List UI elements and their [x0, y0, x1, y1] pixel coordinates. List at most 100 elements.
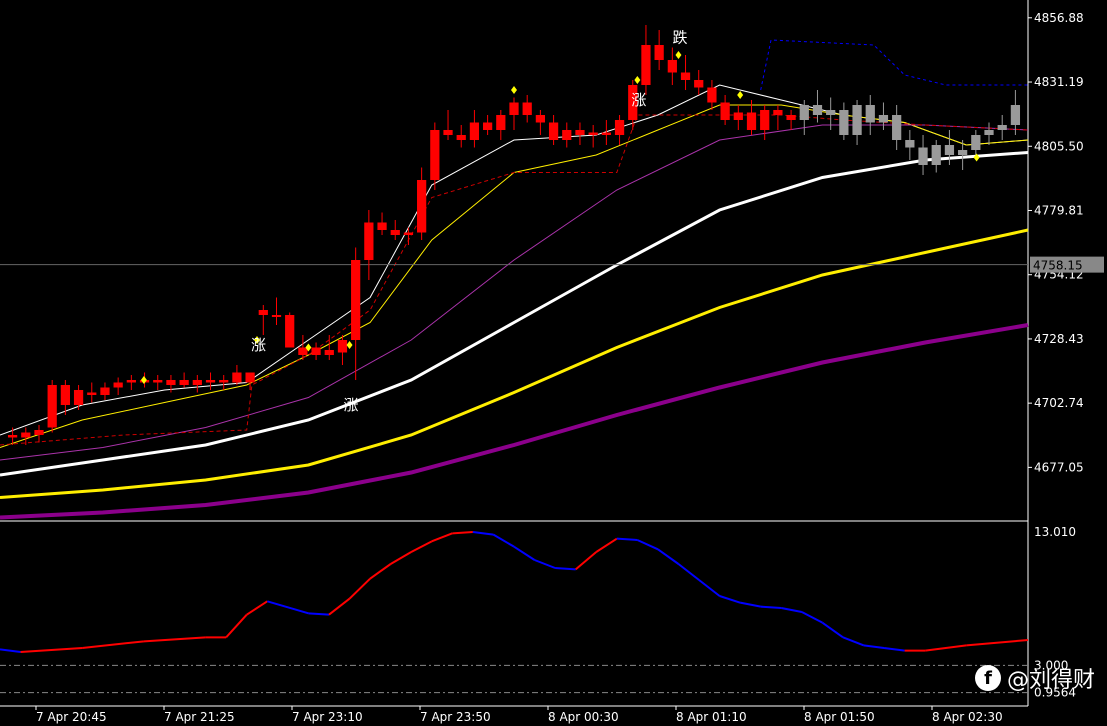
signal-marker: [675, 51, 682, 59]
indicator-line-segment: [0, 648, 21, 653]
candle-body: [324, 350, 334, 355]
candle-body: [153, 380, 163, 383]
candle-body: [614, 120, 625, 135]
indicator-y-tick-label: 13.010: [1034, 525, 1076, 539]
candle-body: [417, 180, 427, 233]
series-line-0: [0, 151, 1029, 477]
indicator-line-segment: [575, 551, 597, 571]
indicator-line-segment: [883, 647, 905, 652]
candle-body: [707, 87, 717, 103]
indicator-line-segment: [677, 563, 700, 581]
signal-marker: [305, 343, 312, 352]
indicator-line-segment: [595, 537, 618, 553]
candle-body: [984, 130, 994, 135]
signal-marker: [634, 76, 641, 84]
candle-body: [971, 135, 981, 150]
indicator-line-segment: [452, 531, 473, 535]
candle-body: [918, 147, 928, 165]
candle-body: [720, 102, 730, 120]
candle-body: [892, 115, 902, 140]
series-line-7: [760, 39, 1028, 91]
indicator-line-segment: [390, 551, 412, 565]
candle-body: [958, 150, 968, 155]
candle-body: [73, 390, 84, 405]
candle-body: [271, 315, 282, 317]
indicator-line-segment: [863, 644, 885, 649]
candle-body: [852, 105, 862, 135]
candle-body: [878, 115, 889, 123]
candle-body: [285, 315, 295, 348]
candle-body: [812, 105, 823, 115]
candle-body: [192, 380, 202, 385]
candle-body: [773, 110, 783, 115]
x-tick-label: 7 Apr 23:50: [420, 710, 491, 724]
indicator-y-tick-label: 3.000: [1034, 658, 1068, 672]
candle-body: [443, 130, 453, 135]
candle-body: [219, 380, 229, 383]
candle-body: [311, 347, 321, 355]
indicator-line-segment: [20, 647, 83, 653]
indicator-line-segment: [616, 537, 638, 541]
candle-body: [126, 380, 136, 383]
indicator-line-segment: [534, 559, 556, 569]
indicator-line-segment: [801, 611, 823, 624]
x-tick-label: 8 Apr 00:30: [548, 710, 619, 724]
indicator-line-segment: [348, 577, 371, 600]
candle-body: [496, 115, 506, 130]
indicator-line-segment: [266, 600, 309, 615]
candle-body: [179, 380, 189, 385]
indicator-line-segment: [781, 607, 803, 613]
candle-body: [997, 125, 1007, 130]
series-line-6: [0, 114, 1029, 446]
indicator-line-segment: [555, 567, 576, 571]
watermark-logo-icon: f: [974, 665, 1001, 691]
indicator-line-segment: [698, 579, 721, 597]
indicator-line-segment: [719, 595, 741, 604]
candle-body: [245, 372, 255, 383]
candle-body: [839, 110, 849, 135]
candle-body: [760, 110, 770, 130]
series-line-1: [0, 228, 1029, 499]
signal-marker: [973, 153, 980, 162]
candle-body: [47, 385, 57, 428]
watermark: f @刘得财: [974, 662, 1095, 694]
candle-body: [826, 110, 836, 115]
indicator-line-segment: [246, 600, 268, 616]
candle-body: [60, 385, 70, 405]
y-tick-label: 4702.74: [1034, 396, 1084, 410]
x-tick-label: 7 Apr 20:45: [36, 710, 107, 724]
candle-body: [522, 102, 532, 115]
y-tick-label: 4831.19: [1034, 75, 1084, 89]
indicator-line-segment: [82, 640, 145, 649]
indicator-line-segment: [369, 563, 392, 580]
candle-body: [944, 145, 955, 155]
y-tick-label: 4856.88: [1034, 11, 1084, 25]
candle-body: [258, 310, 268, 315]
candle-body: [7, 435, 18, 438]
candle-body: [232, 372, 242, 383]
indicator-line-segment: [739, 601, 761, 608]
series-line-2: [0, 323, 1029, 520]
signal-marker: [140, 376, 147, 384]
candle-body: [667, 60, 677, 73]
candle-body: [337, 340, 348, 353]
candle-body: [403, 232, 414, 235]
indicator-line-segment: [821, 621, 844, 639]
indicator-line-segment: [657, 548, 680, 565]
candle-body: [654, 45, 664, 60]
x-tick-label: 8 Apr 01:50: [804, 710, 875, 724]
x-tick-label: 8 Apr 01:10: [676, 710, 747, 724]
signal-annotation: 涨: [344, 396, 359, 414]
indicator-line-segment: [513, 545, 536, 561]
candle-body: [694, 80, 704, 88]
series-line-5: [0, 124, 1029, 461]
indicator-line-segment: [143, 636, 206, 643]
signal-marker: [511, 86, 517, 94]
candle-body: [1010, 105, 1021, 125]
candle-body: [351, 260, 361, 340]
current-price-label: 4758.15: [1033, 259, 1083, 273]
candle-body: [680, 72, 691, 80]
candle-body: [931, 145, 941, 165]
candle-body: [509, 102, 519, 115]
series-line-4: [0, 104, 1029, 448]
